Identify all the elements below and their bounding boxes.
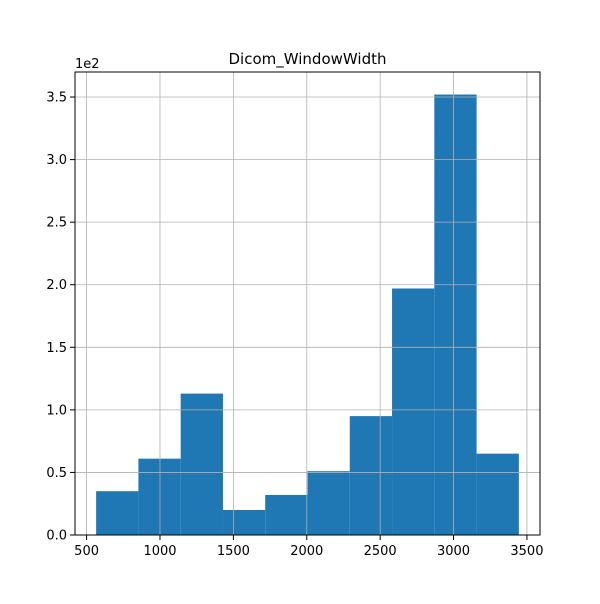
histogram-bar-1 bbox=[96, 491, 139, 535]
y-tick-label: 3.5 bbox=[46, 91, 67, 106]
y-tick-label: 1.5 bbox=[46, 341, 67, 356]
labels-layer: Dicom_WindowWidth 1e2 bbox=[75, 50, 386, 72]
y-tick-label: 2.0 bbox=[46, 278, 67, 293]
histogram-bar-4 bbox=[222, 509, 266, 535]
histogram-bar-8 bbox=[392, 288, 435, 535]
y-tick-label: 0.5 bbox=[46, 466, 67, 481]
axes-layer: 500 1000 1500 2000 2500 3000 3500 0.0 0.5 1.0 1.5 2… bbox=[46, 71, 543, 559]
histogram-bar-9 bbox=[434, 94, 477, 535]
y-tick-label: 1.0 bbox=[46, 403, 67, 418]
histogram-bar-5 bbox=[265, 494, 308, 535]
x-tick-label: 3000 bbox=[437, 544, 470, 559]
x-tick-label: 1000 bbox=[143, 544, 176, 559]
chart-title: Dicom_WindowWidth bbox=[229, 50, 387, 69]
y-tick-label: 0.0 bbox=[46, 529, 67, 544]
plot-frame bbox=[74, 71, 541, 536]
histogram-bar-2 bbox=[138, 458, 181, 535]
histogram-bar-3 bbox=[180, 393, 223, 535]
y-axis-multiplier-label: 1e2 bbox=[75, 57, 100, 72]
x-tick-label: 500 bbox=[74, 544, 99, 559]
x-tick-label: 1500 bbox=[217, 544, 250, 559]
x-tick-label: 2000 bbox=[290, 544, 323, 559]
y-tick-label: 3.0 bbox=[46, 153, 67, 168]
histogram-bar-10 bbox=[476, 453, 519, 535]
histogram-bar-6 bbox=[307, 471, 350, 535]
bars-layer bbox=[96, 94, 519, 535]
y-tick-label: 2.5 bbox=[46, 216, 67, 231]
x-tick-label: 2500 bbox=[364, 544, 397, 559]
histogram-bar-7 bbox=[349, 416, 393, 535]
x-tick-label: 3500 bbox=[510, 544, 543, 559]
